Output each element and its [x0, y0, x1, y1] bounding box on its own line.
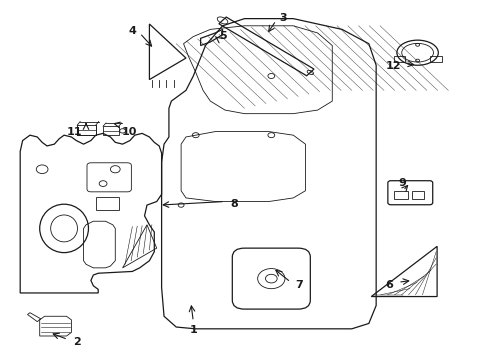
- Text: 8: 8: [230, 199, 238, 209]
- Bar: [411, 191, 423, 199]
- Text: 5: 5: [219, 31, 226, 41]
- Bar: [393, 191, 407, 199]
- Text: 7: 7: [295, 280, 303, 290]
- Text: 1: 1: [189, 325, 197, 335]
- Bar: [96, 197, 119, 211]
- Text: 6: 6: [385, 280, 392, 290]
- Text: 12: 12: [385, 61, 401, 71]
- Text: 2: 2: [73, 337, 81, 347]
- Bar: [429, 56, 441, 62]
- Text: 9: 9: [398, 178, 406, 188]
- Bar: [393, 56, 405, 62]
- Text: 11: 11: [67, 127, 82, 137]
- Text: 10: 10: [122, 127, 137, 137]
- Text: 4: 4: [128, 26, 136, 36]
- Text: 3: 3: [279, 13, 286, 23]
